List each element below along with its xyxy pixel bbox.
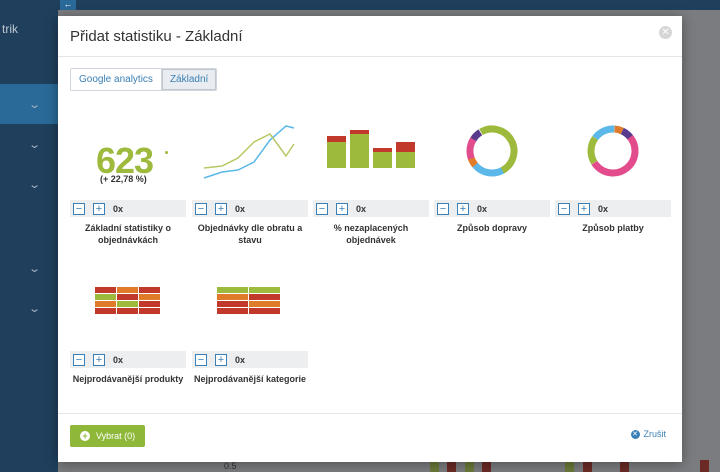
- bar-chart-thumbnail: [313, 120, 429, 200]
- stat-card-orders-by-turnover[interactable]: − + 0x Objednávky dle obratu a stavu: [192, 120, 308, 246]
- stat-card-payment-method[interactable]: − + 0x Způsob platby: [555, 120, 671, 234]
- add-statistic-modal: Přidat statistiku - Základní ✕ Google an…: [58, 16, 682, 462]
- counter-controls: − + 0x: [70, 200, 186, 217]
- background-bar: [482, 460, 491, 472]
- select-button[interactable]: + Vybrat (0): [70, 425, 145, 447]
- card-label: Způsob platby: [582, 223, 644, 233]
- plus-icon[interactable]: +: [93, 353, 105, 366]
- background-bar: [583, 460, 592, 472]
- card-label: Objednávky dle obratu a stavu: [197, 223, 303, 245]
- donut-thumbnail: [555, 120, 671, 200]
- close-icon[interactable]: ✕: [659, 26, 672, 39]
- card-count: 0x: [113, 354, 124, 365]
- plus-icon[interactable]: +: [93, 202, 105, 215]
- chevron-down-icon: ⌄: [28, 303, 42, 315]
- modal-header: Přidat statistiku - Základní ✕: [58, 16, 682, 57]
- heatmap-icon: [217, 287, 280, 314]
- plus-icon[interactable]: +: [578, 202, 590, 215]
- bar-chart-icon: [327, 130, 415, 168]
- background-bar: [465, 460, 474, 472]
- chevron-down-icon: ⌄: [28, 263, 42, 275]
- sidebar-active-item: [0, 84, 58, 124]
- donut-chart-icon: [587, 125, 639, 177]
- background-topbar: [58, 0, 720, 10]
- trend-dot: [165, 151, 168, 154]
- minus-icon[interactable]: −: [195, 202, 207, 215]
- line-chart-icon: [203, 125, 295, 179]
- tab-google-analytics[interactable]: Google analytics: [71, 69, 161, 90]
- modal-title: Přidat statistiku - Základní: [70, 28, 243, 45]
- card-count: 0x: [235, 203, 246, 214]
- cancel-link[interactable]: ✕ Zrušit: [630, 429, 667, 439]
- line-chart-thumbnail: [192, 120, 308, 200]
- stat-card-top-products[interactable]: − + 0x Nejprodávanější produkty: [70, 271, 186, 385]
- counter-controls: − + 0x: [555, 200, 671, 217]
- back-arrow-icon: ←: [60, 0, 76, 10]
- tab-bar: Google analytics Základní: [70, 68, 218, 91]
- number-thumbnail: 623 (+ 22,78 %): [70, 120, 186, 200]
- stat-card-shipping-method[interactable]: − + 0x Způsob dopravy: [434, 120, 550, 234]
- plus-icon[interactable]: +: [457, 202, 469, 215]
- card-label: Základní statistiky o objednávkách: [84, 223, 172, 245]
- tab-zakladni[interactable]: Základní: [160, 69, 217, 90]
- minus-icon[interactable]: −: [558, 202, 570, 215]
- plus-icon[interactable]: +: [336, 202, 348, 215]
- background-bar: [447, 460, 456, 472]
- stat-card-unpaid-orders[interactable]: − + 0x % nezaplacených objednávek: [313, 120, 429, 246]
- card-label: % nezaplacených objednávek: [333, 223, 409, 245]
- background-axis-label: 0.5: [224, 461, 237, 471]
- background-sidebar: trik ⌄ ⌄ ⌄ ⌄ ⌄: [0, 0, 58, 472]
- big-number-change: (+ 22,78 %): [100, 174, 147, 184]
- minus-icon[interactable]: −: [73, 353, 85, 366]
- minus-icon[interactable]: −: [437, 202, 449, 215]
- modal-footer: + Vybrat (0) ✕ Zrušit: [58, 413, 682, 462]
- donut-chart-icon: [466, 125, 518, 177]
- background-bar: [565, 460, 574, 472]
- background-bar: [700, 460, 709, 472]
- plus-icon[interactable]: +: [215, 353, 227, 366]
- card-count: 0x: [356, 203, 367, 214]
- chevron-down-icon: ⌄: [28, 179, 42, 191]
- card-count: 0x: [477, 203, 488, 214]
- stat-card-basic-orders[interactable]: 623 (+ 22,78 %) − + 0x Základní statisti…: [70, 120, 186, 246]
- chevron-down-icon: ⌄: [28, 139, 42, 151]
- counter-controls: − + 0x: [192, 351, 308, 368]
- background-logo: trik: [2, 22, 18, 36]
- counter-controls: − + 0x: [434, 200, 550, 217]
- background-bar: [620, 460, 629, 472]
- card-count: 0x: [235, 354, 246, 365]
- counter-controls: − + 0x: [313, 200, 429, 217]
- cancel-x-icon: ✕: [630, 429, 640, 439]
- background-bar: [430, 460, 439, 472]
- card-label: Nejprodávanější kategorie: [193, 374, 307, 384]
- card-label: Způsob dopravy: [456, 223, 527, 233]
- donut-thumbnail: [434, 120, 550, 200]
- minus-icon[interactable]: −: [73, 202, 85, 215]
- card-count: 0x: [113, 203, 124, 214]
- card-label: Nejprodávanější produkty: [72, 374, 184, 384]
- stat-card-top-categories[interactable]: − + 0x Nejprodávanější kategorie: [192, 271, 308, 385]
- cancel-label: Zrušit: [643, 429, 667, 439]
- select-button-label: Vybrat (0): [96, 431, 136, 441]
- counter-controls: − + 0x: [70, 351, 186, 368]
- counter-controls: − + 0x: [192, 200, 308, 217]
- minus-icon[interactable]: −: [316, 202, 328, 215]
- heatmap-icon: [95, 287, 160, 314]
- minus-icon[interactable]: −: [195, 353, 207, 366]
- plus-icon[interactable]: +: [215, 202, 227, 215]
- plus-circle-icon: +: [80, 431, 90, 441]
- heatmap-thumbnail: [192, 271, 308, 351]
- chevron-down-icon: ⌄: [28, 99, 42, 111]
- big-number: 623: [96, 140, 154, 181]
- card-count: 0x: [598, 203, 609, 214]
- heatmap-thumbnail: [70, 271, 186, 351]
